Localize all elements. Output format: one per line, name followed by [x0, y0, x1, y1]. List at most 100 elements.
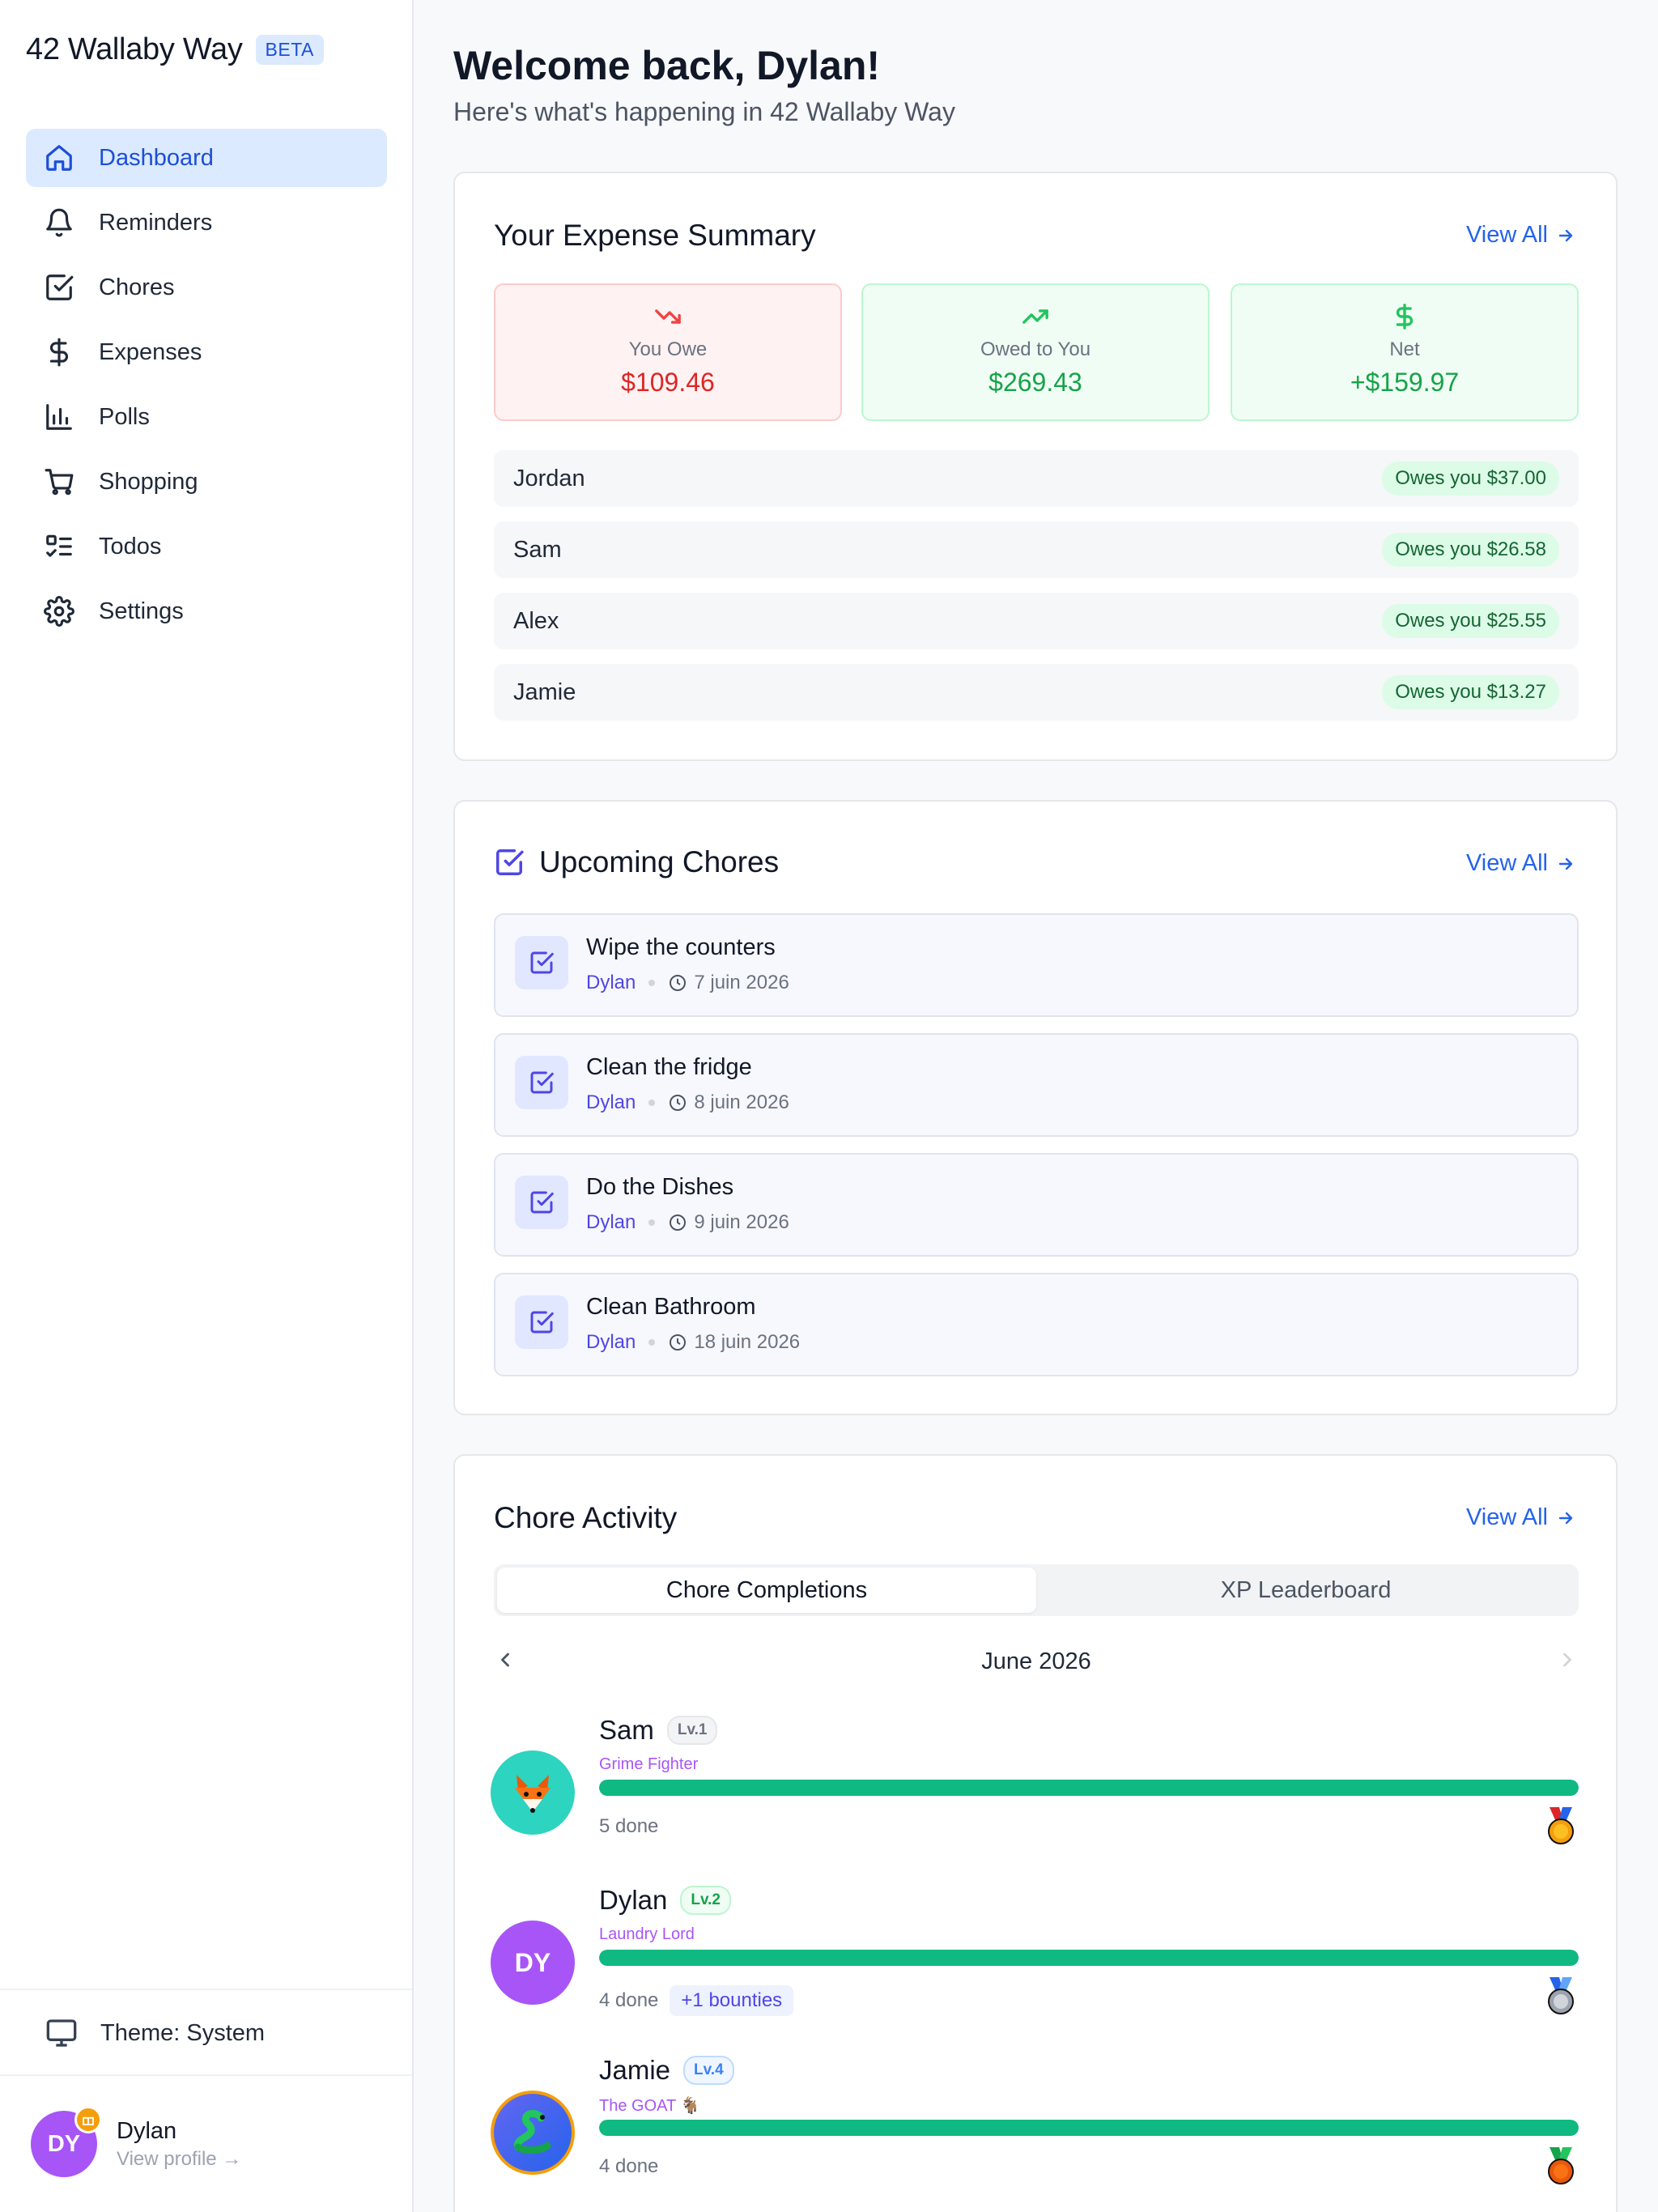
chore-date: 8 juin 2026	[694, 1091, 789, 1113]
check-square-icon	[515, 936, 568, 989]
clock-icon	[670, 975, 687, 991]
sidebar-item-label: Polls	[99, 403, 150, 430]
tab-chore-completions[interactable]: Chore Completions	[497, 1568, 1036, 1613]
user-profile-link[interactable]: DY Dylan View profile →	[0, 2074, 412, 2212]
check-square-icon	[515, 1176, 568, 1229]
stat-value: $269.43	[988, 368, 1082, 397]
chore-assignee: Dylan	[586, 1331, 636, 1353]
chevron-left-icon[interactable]	[494, 1648, 517, 1675]
sidebar-item-settings[interactable]: Settings	[26, 582, 387, 640]
view-all-label: View All	[1465, 850, 1548, 876]
status-badge: Owes you $13.27	[1382, 675, 1559, 709]
clock-icon	[670, 1334, 687, 1351]
sidebar-item-todos[interactable]: Todos	[26, 517, 387, 576]
check-square-icon	[496, 849, 524, 875]
avatar: DY	[491, 1921, 575, 2005]
sidebar-item-dashboard[interactable]: Dashboard	[26, 129, 387, 187]
fox-emoji	[515, 1775, 551, 1813]
view-all-label: View All	[1465, 222, 1548, 248]
avatar-initials: DY	[47, 2130, 81, 2157]
sidebar-nav: Dashboard Reminders Chores Expenses Poll…	[26, 129, 387, 647]
month-navigator: June 2026	[494, 1645, 1579, 1678]
arrow-right-icon	[1558, 1512, 1573, 1524]
arrow-right-icon	[1558, 229, 1573, 241]
separator-dot	[648, 1100, 656, 1106]
done-count: 4 done	[599, 2155, 659, 2177]
view-all-label: View All	[1465, 1504, 1548, 1530]
snake-emoji	[514, 2109, 551, 2155]
leaderboard-row[interactable]: Sam Lv.1 Grime Fighter 5 done	[487, 1710, 1580, 1864]
net-stat: Net +$159.97	[1231, 283, 1579, 421]
sidebar-item-polls[interactable]: Polls	[26, 388, 387, 446]
sidebar-item-label: Dashboard	[99, 144, 214, 171]
chore-assignee: Dylan	[586, 972, 636, 993]
sidebar-item-reminders[interactable]: Reminders	[26, 194, 387, 252]
owed-to-you-stat: Owed to You $269.43	[861, 283, 1209, 421]
avatar	[491, 2091, 575, 2175]
sidebar: 42 Wallaby Way BETA Dashboard Reminders …	[0, 0, 414, 2212]
leader-name: Dylan	[599, 1885, 668, 1915]
balance-row[interactable]: Sam Owes you $26.58	[494, 521, 1579, 578]
chore-item[interactable]: Wipe the counters Dylan 7 juin 2026	[494, 913, 1579, 1017]
upcoming-chores-card: Upcoming Chores View All Wipe the counte…	[453, 800, 1618, 1415]
theme-toggle[interactable]: Theme: System	[0, 1989, 412, 2076]
chores-view-all-link[interactable]: View All	[1466, 850, 1575, 877]
monitor-icon	[46, 2019, 77, 2047]
clock-icon	[670, 1214, 687, 1231]
avatar: DY	[31, 2106, 102, 2177]
chevron-right-icon[interactable]	[1556, 1648, 1579, 1675]
chore-assignee: Dylan	[586, 1091, 636, 1113]
sidebar-item-shopping[interactable]: Shopping	[26, 453, 387, 511]
chore-title: Clean the fridge	[586, 1054, 752, 1080]
activity-view-all-link[interactable]: View All	[1466, 1504, 1575, 1531]
balance-row[interactable]: Alex Owes you $25.55	[494, 593, 1579, 649]
level-badge: Lv.1	[666, 1716, 718, 1745]
dollar-icon	[1232, 303, 1577, 330]
chore-item[interactable]: Clean Bathroom Dylan 18 juin 2026	[494, 1273, 1579, 1376]
leader-name: Jamie	[599, 2055, 671, 2085]
progress-bar	[599, 1950, 1579, 1966]
home-icon	[44, 143, 74, 173]
balance-row[interactable]: Jamie Owes you $13.27	[494, 664, 1579, 721]
trending-up-icon	[863, 303, 1208, 330]
balance-name: Jordan	[513, 465, 585, 491]
view-profile-link[interactable]: View profile →	[117, 2147, 242, 2170]
leaderboard-row[interactable]: Jamie Lv.4 The GOAT 🐐 4 done	[487, 2050, 1580, 2204]
bounty-badge: +1 bounties	[670, 1985, 794, 2016]
sidebar-item-chores[interactable]: Chores	[26, 258, 387, 317]
done-count: 4 done	[599, 1989, 659, 2011]
progress-fill	[599, 1780, 1579, 1796]
bell-icon	[44, 207, 74, 238]
clock-icon	[670, 1095, 687, 1111]
progress-bar	[599, 1780, 1579, 1796]
expenses-view-all-link[interactable]: View All	[1466, 222, 1575, 249]
chore-item[interactable]: Do the Dishes Dylan 9 juin 2026	[494, 1153, 1579, 1257]
stat-label: Owed to You	[980, 338, 1091, 360]
card-title: Your Expense Summary	[494, 219, 816, 252]
card-title: Chore Activity	[494, 1501, 678, 1534]
stat-value: +$159.97	[1350, 368, 1460, 397]
brand-name: 42 Wallaby Way	[26, 32, 243, 66]
stat-label: You Owe	[628, 338, 708, 360]
brand[interactable]: 42 Wallaby Way BETA	[26, 32, 324, 67]
balance-name: Alex	[513, 607, 559, 634]
check-square-icon	[515, 1295, 568, 1349]
sidebar-item-expenses[interactable]: Expenses	[26, 323, 387, 381]
chore-item[interactable]: Clean the fridge Dylan 8 juin 2026	[494, 1033, 1579, 1137]
balance-name: Jamie	[513, 678, 576, 705]
trending-down-icon	[495, 303, 840, 330]
progress-fill	[599, 2120, 1579, 2136]
balance-name: Sam	[513, 536, 562, 563]
leaderboard-row[interactable]: DY Dylan Lv.2 Laundry Lord 4 done +1 bou…	[487, 1880, 1580, 2034]
tab-xp-leaderboard[interactable]: XP Leaderboard	[1220, 1576, 1392, 1603]
chore-title: Do the Dishes	[586, 1174, 734, 1200]
card-title-label: Upcoming Chores	[539, 845, 780, 878]
leader-name: Sam	[599, 1715, 654, 1745]
activity-tabs: Chore Completions XP Leaderboard	[494, 1564, 1579, 1616]
beta-badge: BETA	[255, 35, 324, 65]
sidebar-item-label: Shopping	[99, 468, 198, 495]
progress-fill	[599, 1950, 1579, 1966]
balance-row[interactable]: Jordan Owes you $37.00	[494, 450, 1579, 507]
avatar-initials: DY	[514, 1947, 551, 1977]
gift-icon	[74, 2106, 102, 2133]
